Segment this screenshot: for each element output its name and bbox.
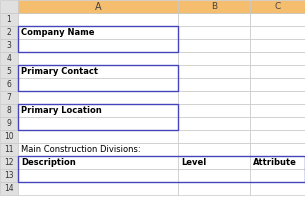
Bar (0, 26, 18, 39)
Bar (0, 182, 18, 195)
Bar (250, 143, 305, 156)
Bar (18, 39, 178, 52)
Bar (250, 117, 305, 130)
Text: 6: 6 (7, 80, 12, 89)
Text: 13: 13 (4, 171, 14, 180)
Text: Primary Location: Primary Location (21, 106, 102, 115)
Bar (18, 13, 178, 26)
Bar (18, 52, 178, 65)
Bar (0, 117, 18, 130)
Bar (0, 0, 18, 13)
Bar (0, 78, 18, 91)
Text: Primary Contact: Primary Contact (21, 67, 98, 76)
Bar (18, 26, 178, 52)
Bar (250, 91, 305, 104)
Bar (250, 52, 305, 65)
Text: A: A (95, 1, 101, 12)
Text: 5: 5 (7, 67, 12, 76)
Text: 2: 2 (7, 28, 11, 37)
Text: C: C (274, 2, 281, 11)
Bar (250, 130, 305, 143)
Bar (178, 182, 250, 195)
Bar (178, 78, 250, 91)
Text: Description: Description (21, 158, 76, 167)
Bar (18, 117, 178, 130)
Bar (0, 156, 18, 169)
Text: B: B (211, 2, 217, 11)
Bar (250, 65, 305, 78)
Text: Company Name: Company Name (21, 28, 95, 37)
Bar (178, 104, 250, 117)
Text: 12: 12 (4, 158, 14, 167)
Bar (250, 104, 305, 117)
Text: 1: 1 (7, 15, 11, 24)
Bar (18, 104, 178, 130)
Bar (18, 0, 178, 13)
Bar (178, 130, 250, 143)
Bar (178, 91, 250, 104)
Bar (0, 130, 18, 143)
Bar (250, 156, 305, 169)
Bar (18, 143, 178, 156)
Text: 8: 8 (7, 106, 11, 115)
Bar (18, 156, 305, 182)
Bar (250, 0, 305, 13)
Bar (18, 65, 178, 91)
Bar (178, 143, 250, 156)
Text: 10: 10 (4, 132, 14, 141)
Bar (250, 39, 305, 52)
Bar (178, 65, 250, 78)
Bar (250, 26, 305, 39)
Bar (18, 156, 178, 169)
Bar (0, 91, 18, 104)
Bar (178, 39, 250, 52)
Bar (250, 182, 305, 195)
Bar (0, 39, 18, 52)
Bar (18, 78, 178, 91)
Bar (0, 143, 18, 156)
Text: 11: 11 (4, 145, 14, 154)
Bar (18, 130, 178, 143)
Bar (178, 156, 250, 169)
Bar (0, 52, 18, 65)
Text: 14: 14 (4, 184, 14, 193)
Text: Level: Level (181, 158, 206, 167)
Bar (18, 65, 178, 78)
Text: 4: 4 (7, 54, 12, 63)
Bar (250, 78, 305, 91)
Bar (18, 182, 178, 195)
Bar (250, 169, 305, 182)
Text: 3: 3 (7, 41, 12, 50)
Bar (178, 13, 250, 26)
Bar (178, 52, 250, 65)
Bar (178, 169, 250, 182)
Bar (0, 13, 18, 26)
Bar (250, 13, 305, 26)
Bar (0, 104, 18, 117)
Text: Attribute: Attribute (253, 158, 297, 167)
Text: 7: 7 (7, 93, 12, 102)
Text: 9: 9 (7, 119, 12, 128)
Bar (178, 26, 250, 39)
Bar (18, 91, 178, 104)
Bar (18, 104, 178, 117)
Bar (0, 169, 18, 182)
Bar (178, 117, 250, 130)
Bar (178, 0, 250, 13)
Bar (18, 26, 178, 39)
Bar (0, 65, 18, 78)
Bar (18, 169, 178, 182)
Text: Main Construction Divisions:: Main Construction Divisions: (21, 145, 141, 154)
